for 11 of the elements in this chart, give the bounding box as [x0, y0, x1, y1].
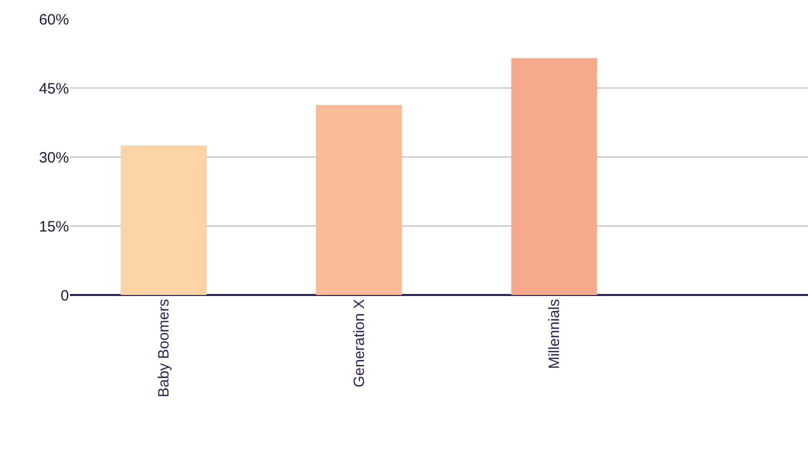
y-tick-label: 60% — [38, 11, 69, 28]
x-tick-label: Generation X — [350, 299, 368, 388]
bar — [120, 146, 207, 295]
x-tick-label: Baby Boomers — [156, 299, 173, 398]
bar — [511, 58, 598, 295]
y-tick-label: 0 — [60, 287, 69, 304]
x-tick-label: Millennials — [546, 299, 564, 370]
bar — [316, 105, 402, 295]
y-tick-label: 15% — [38, 218, 69, 236]
y-tick-label: 45% — [38, 80, 69, 98]
y-tick-label: 30% — [38, 149, 69, 166]
